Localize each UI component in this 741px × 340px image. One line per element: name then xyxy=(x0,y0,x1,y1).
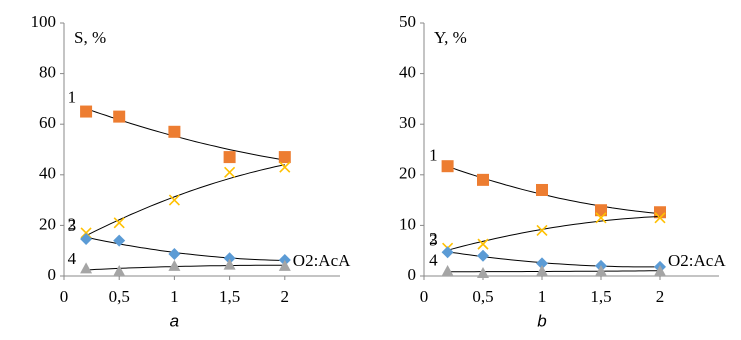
marker xyxy=(80,227,92,239)
trend-line xyxy=(447,215,661,251)
marker xyxy=(168,125,181,138)
marker xyxy=(113,217,125,229)
x-tick-label: 2 xyxy=(656,287,665,306)
x-tick-label: 0 xyxy=(60,287,69,306)
marker xyxy=(441,246,454,259)
y-tick-label: 0 xyxy=(408,265,417,284)
marker xyxy=(477,238,489,250)
marker xyxy=(536,257,548,270)
trend-line xyxy=(447,165,661,215)
marker xyxy=(80,105,93,118)
y-tick-label: 20 xyxy=(399,164,416,183)
marker xyxy=(595,264,607,276)
marker xyxy=(224,166,236,178)
x-tick-label: 0,5 xyxy=(472,287,493,306)
marker xyxy=(223,151,236,164)
marker xyxy=(80,262,93,274)
series-label: 1 xyxy=(68,87,77,106)
series-label: 4 xyxy=(68,249,77,268)
trend-line xyxy=(85,164,285,237)
y-tick-label: 0 xyxy=(48,265,57,284)
x-tick-label: 0,5 xyxy=(109,287,130,306)
marker xyxy=(168,247,181,260)
marker xyxy=(536,224,548,237)
marker xyxy=(113,234,126,247)
series-label: 1 xyxy=(429,145,438,164)
trend-line xyxy=(86,264,285,271)
marker xyxy=(477,173,489,186)
marker xyxy=(168,259,181,271)
y-tick-label: 10 xyxy=(399,214,416,233)
annotation: O2:AcA xyxy=(293,251,351,270)
marker xyxy=(595,204,607,217)
y-tick-label: 40 xyxy=(39,164,56,183)
marker xyxy=(168,194,180,206)
series-label: 2 xyxy=(68,215,77,234)
marker xyxy=(536,264,548,276)
marker xyxy=(223,258,236,270)
y-tick-label: 60 xyxy=(39,113,56,132)
series-label: 3 xyxy=(68,216,77,235)
x-tick-label: 1,5 xyxy=(219,287,240,306)
marker xyxy=(441,264,454,276)
annotation: O2:AcA xyxy=(668,251,726,270)
y-axis-label: S, % xyxy=(74,28,106,47)
y-axis-label: Y, % xyxy=(434,28,467,47)
trend-line xyxy=(447,270,661,273)
x-tick-label: 1,5 xyxy=(590,287,611,306)
series-label: 3 xyxy=(429,231,438,250)
x-tick-label: 2 xyxy=(281,287,290,306)
series-label: 4 xyxy=(429,251,438,270)
marker xyxy=(536,183,548,196)
y-tick-label: 100 xyxy=(31,12,57,31)
y-tick-label: 30 xyxy=(399,113,416,132)
marker xyxy=(279,161,291,173)
marker xyxy=(223,252,236,265)
marker xyxy=(278,259,291,271)
x-tick-label: 1 xyxy=(170,287,179,306)
marker xyxy=(113,110,126,123)
y-tick-label: 20 xyxy=(39,214,56,233)
x-axis-label: a xyxy=(170,311,179,330)
marker xyxy=(654,264,666,276)
marker xyxy=(654,212,666,224)
y-tick-label: 40 xyxy=(399,63,416,82)
x-tick-label: 1 xyxy=(538,287,547,306)
series-label: 2 xyxy=(429,229,438,248)
marker xyxy=(595,212,607,224)
x-axis-label: b xyxy=(537,311,546,330)
y-tick-label: 80 xyxy=(39,63,56,82)
x-tick-label: 0 xyxy=(420,287,429,306)
marker xyxy=(278,151,291,164)
marker xyxy=(113,264,126,276)
marker xyxy=(477,249,489,262)
marker xyxy=(441,160,454,173)
marker xyxy=(80,233,93,246)
marker xyxy=(477,266,489,278)
y-tick-label: 50 xyxy=(399,12,416,31)
